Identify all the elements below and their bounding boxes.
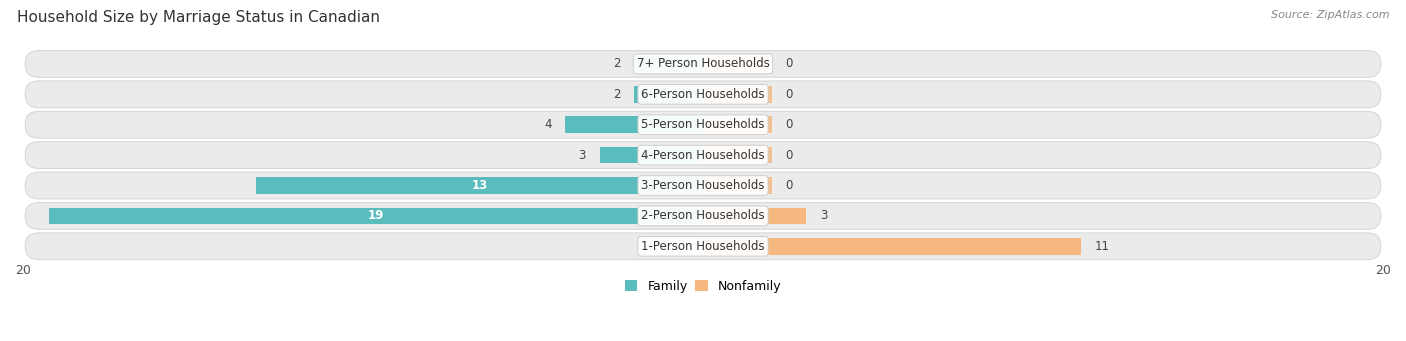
Bar [703, 238, 1081, 255]
Text: 0: 0 [786, 179, 793, 192]
Legend: Family, Nonfamily: Family, Nonfamily [620, 275, 786, 298]
Text: 1-Person Households: 1-Person Households [641, 240, 765, 253]
Text: 4-Person Households: 4-Person Households [641, 149, 765, 162]
Bar [703, 147, 772, 163]
FancyBboxPatch shape [25, 233, 1381, 260]
Text: 6-Person Households: 6-Person Households [641, 88, 765, 101]
FancyBboxPatch shape [25, 142, 1381, 168]
Text: 13: 13 [471, 179, 488, 192]
Text: 20: 20 [1375, 264, 1391, 277]
Text: 2: 2 [613, 88, 620, 101]
Text: 5-Person Households: 5-Person Households [641, 118, 765, 131]
Bar [703, 116, 772, 133]
Bar [600, 147, 703, 163]
Text: 11: 11 [1095, 240, 1111, 253]
Text: 19: 19 [368, 209, 384, 222]
Text: Household Size by Marriage Status in Canadian: Household Size by Marriage Status in Can… [17, 10, 380, 25]
Text: 7+ Person Households: 7+ Person Households [637, 57, 769, 71]
FancyBboxPatch shape [25, 50, 1381, 77]
FancyBboxPatch shape [25, 172, 1381, 199]
Text: 20: 20 [15, 264, 31, 277]
Text: 0: 0 [786, 149, 793, 162]
Text: 2-Person Households: 2-Person Households [641, 209, 765, 222]
Text: 3: 3 [579, 149, 586, 162]
Text: 4: 4 [544, 118, 551, 131]
Text: 3-Person Households: 3-Person Households [641, 179, 765, 192]
Text: 0: 0 [786, 57, 793, 71]
Bar [565, 116, 703, 133]
Bar [703, 56, 772, 72]
Bar [634, 56, 703, 72]
Bar [49, 208, 703, 224]
FancyBboxPatch shape [25, 203, 1381, 229]
FancyBboxPatch shape [25, 81, 1381, 108]
Text: 2: 2 [613, 57, 620, 71]
FancyBboxPatch shape [25, 112, 1381, 138]
Text: 0: 0 [786, 88, 793, 101]
Bar [256, 177, 703, 194]
Text: 0: 0 [786, 118, 793, 131]
Bar [703, 177, 772, 194]
Text: Source: ZipAtlas.com: Source: ZipAtlas.com [1271, 10, 1389, 20]
Bar [703, 86, 772, 103]
Bar [703, 208, 806, 224]
Bar [634, 86, 703, 103]
Text: 3: 3 [820, 209, 827, 222]
